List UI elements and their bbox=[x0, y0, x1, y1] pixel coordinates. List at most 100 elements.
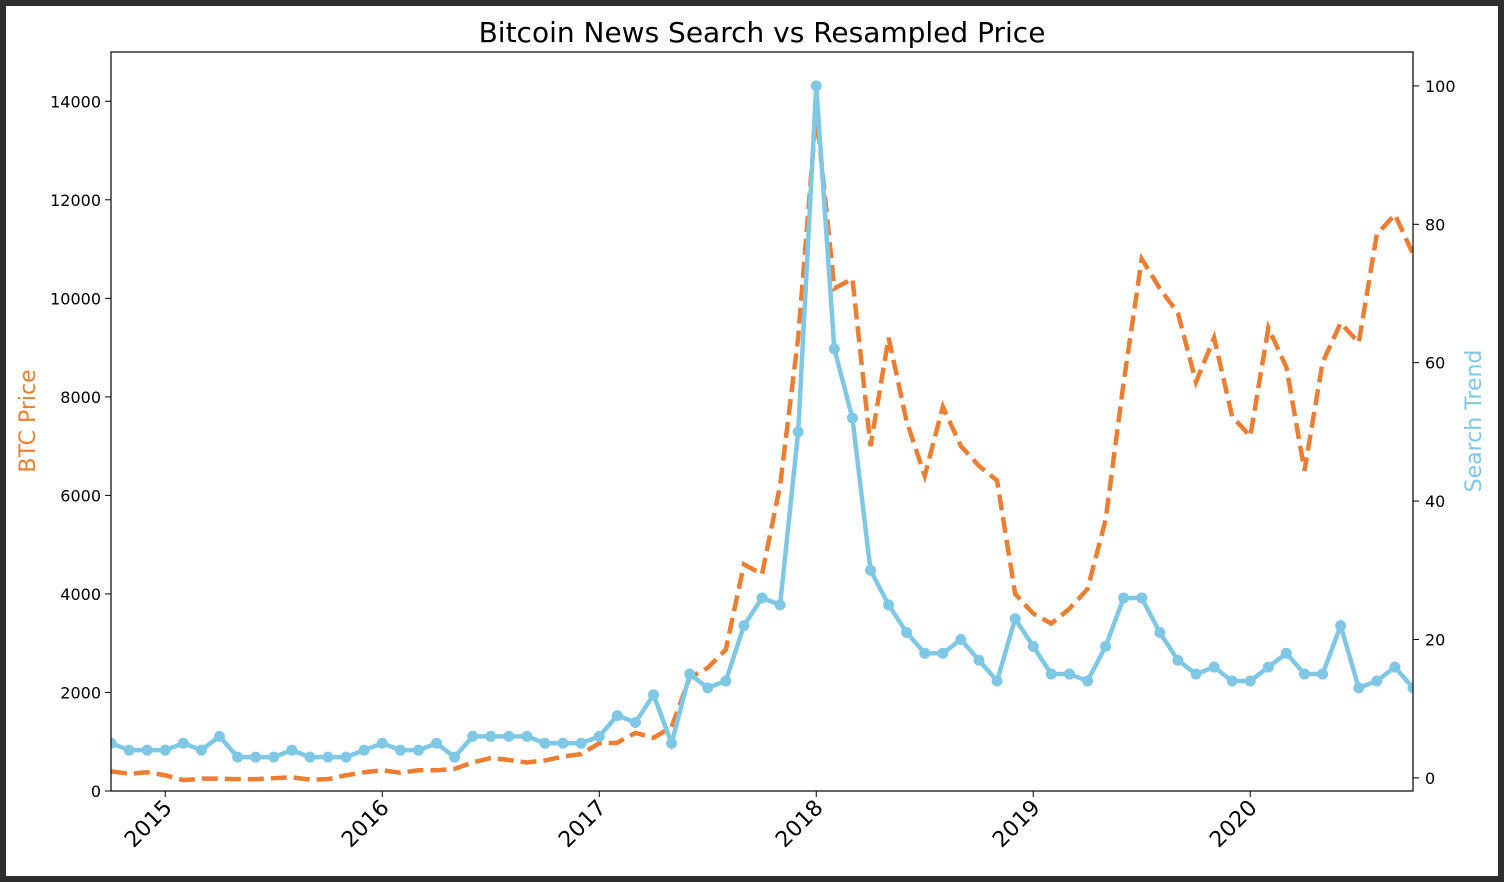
search-trend-point bbox=[1082, 675, 1093, 687]
search-trend-point bbox=[593, 730, 605, 742]
search-trend-point bbox=[232, 751, 244, 763]
search-trend-point bbox=[268, 751, 280, 763]
right-tick-label: 100 bbox=[1425, 77, 1456, 96]
search-trend-point bbox=[394, 744, 406, 756]
chart: Bitcoin News Search vs Resampled Price 0… bbox=[16, 16, 1487, 853]
search-trend-point bbox=[955, 633, 967, 645]
search-trend-point bbox=[1190, 668, 1202, 680]
search-trend-point bbox=[322, 751, 334, 763]
search-trend-point bbox=[1009, 613, 1021, 625]
search-trend-point bbox=[1045, 668, 1057, 680]
search-trend-point bbox=[503, 730, 515, 742]
search-trend-point bbox=[123, 744, 135, 756]
search-trend-point bbox=[991, 675, 1003, 687]
search-trend-point bbox=[846, 412, 858, 424]
search-trend-point bbox=[1371, 675, 1383, 687]
search-trend-point bbox=[738, 620, 750, 632]
search-trend-point bbox=[792, 426, 804, 438]
search-trend-point bbox=[1407, 682, 1413, 694]
search-trend-point bbox=[629, 716, 641, 728]
right-axis-label: Search Trend bbox=[1462, 350, 1487, 493]
x-tick-label: 2018 bbox=[771, 796, 828, 853]
search-trend-point bbox=[1262, 661, 1274, 673]
search-trend-point bbox=[720, 675, 732, 687]
search-trend-point bbox=[937, 647, 949, 659]
search-trend-point bbox=[901, 627, 913, 639]
search-trend-point bbox=[449, 751, 461, 763]
search-trend-point bbox=[431, 737, 442, 749]
search-trend-point bbox=[177, 737, 189, 749]
left-tick-label: 6000 bbox=[60, 486, 101, 505]
search-trend-point bbox=[828, 343, 840, 355]
search-trend-point bbox=[883, 599, 895, 611]
search-trend-point bbox=[1208, 661, 1220, 673]
search-trend-point bbox=[684, 668, 696, 680]
right-tick-label: 20 bbox=[1425, 630, 1445, 649]
search-trend-point bbox=[919, 647, 931, 659]
search-trend-point bbox=[340, 751, 352, 763]
x-tick-label: 2017 bbox=[554, 796, 611, 853]
search-trend-point bbox=[557, 737, 569, 749]
search-trend-point bbox=[1136, 592, 1148, 604]
search-trend-point bbox=[485, 730, 497, 742]
search-trend-point bbox=[412, 744, 424, 756]
search-trend-point bbox=[1244, 675, 1256, 687]
search-trend-point bbox=[1335, 620, 1347, 632]
search-trend-point bbox=[376, 737, 388, 749]
search-trend-point bbox=[111, 737, 117, 749]
search-trend-point bbox=[575, 737, 587, 749]
search-trend-point bbox=[467, 730, 479, 742]
right-tick-label: 40 bbox=[1425, 492, 1445, 511]
search-trend-point bbox=[195, 744, 207, 756]
right-tick-label: 60 bbox=[1425, 354, 1445, 373]
search-trend-point bbox=[1317, 668, 1329, 680]
left-tick-label: 8000 bbox=[60, 388, 101, 407]
search-trend-point bbox=[774, 599, 786, 611]
search-trend-point bbox=[611, 710, 623, 722]
search-trend-point bbox=[141, 744, 153, 756]
left-tick-label: 12000 bbox=[50, 191, 101, 210]
search-trend-point bbox=[1118, 592, 1130, 604]
left-axis-label: BTC Price bbox=[16, 369, 41, 472]
search-trend-point bbox=[666, 737, 678, 749]
search-trend-point bbox=[286, 744, 298, 756]
search-trend-point bbox=[521, 730, 533, 742]
x-tick-label: 2016 bbox=[337, 796, 394, 853]
search-trend-point bbox=[358, 744, 370, 756]
search-trend-point bbox=[1100, 640, 1112, 652]
search-trend-point bbox=[1280, 647, 1292, 659]
left-tick-label: 4000 bbox=[60, 585, 101, 604]
search-trend-point bbox=[214, 730, 225, 742]
search-trend-point bbox=[756, 592, 768, 604]
search-trend-line bbox=[111, 85, 1413, 761]
search-trend-point bbox=[810, 80, 822, 92]
search-trend-point bbox=[304, 751, 316, 763]
search-trend-point bbox=[1154, 627, 1166, 639]
chart-title: Bitcoin News Search vs Resampled Price bbox=[479, 16, 1046, 49]
left-tick-label: 2000 bbox=[60, 683, 101, 702]
plot-frame bbox=[110, 51, 1414, 792]
right-tick-label: 80 bbox=[1425, 215, 1445, 234]
search-trend-point bbox=[1353, 682, 1365, 694]
search-trend-point bbox=[973, 654, 985, 666]
search-trend-point bbox=[702, 682, 714, 694]
search-trend-point bbox=[1299, 668, 1310, 680]
search-trend-point bbox=[1172, 654, 1184, 666]
search-trend-point bbox=[250, 751, 262, 763]
right-tick-label: 0 bbox=[1425, 769, 1435, 788]
search-trend-point bbox=[865, 564, 876, 576]
x-tick-label: 2020 bbox=[1205, 796, 1262, 853]
left-tick-label: 14000 bbox=[50, 92, 101, 111]
search-trend-point bbox=[159, 744, 171, 756]
left-tick-label: 10000 bbox=[50, 289, 101, 308]
btc-price-line bbox=[111, 110, 1413, 783]
search-trend-point bbox=[1027, 640, 1039, 652]
search-trend-point bbox=[1389, 661, 1401, 673]
search-trend-point bbox=[539, 737, 551, 749]
x-tick-label: 2019 bbox=[988, 796, 1045, 853]
left-tick-label: 0 bbox=[91, 782, 101, 801]
x-tick-label: 2015 bbox=[120, 796, 177, 853]
chart-frame: Bitcoin News Search vs Resampled Price 0… bbox=[6, 6, 1498, 876]
search-trend-point bbox=[1063, 668, 1075, 680]
search-trend-point bbox=[648, 689, 659, 701]
